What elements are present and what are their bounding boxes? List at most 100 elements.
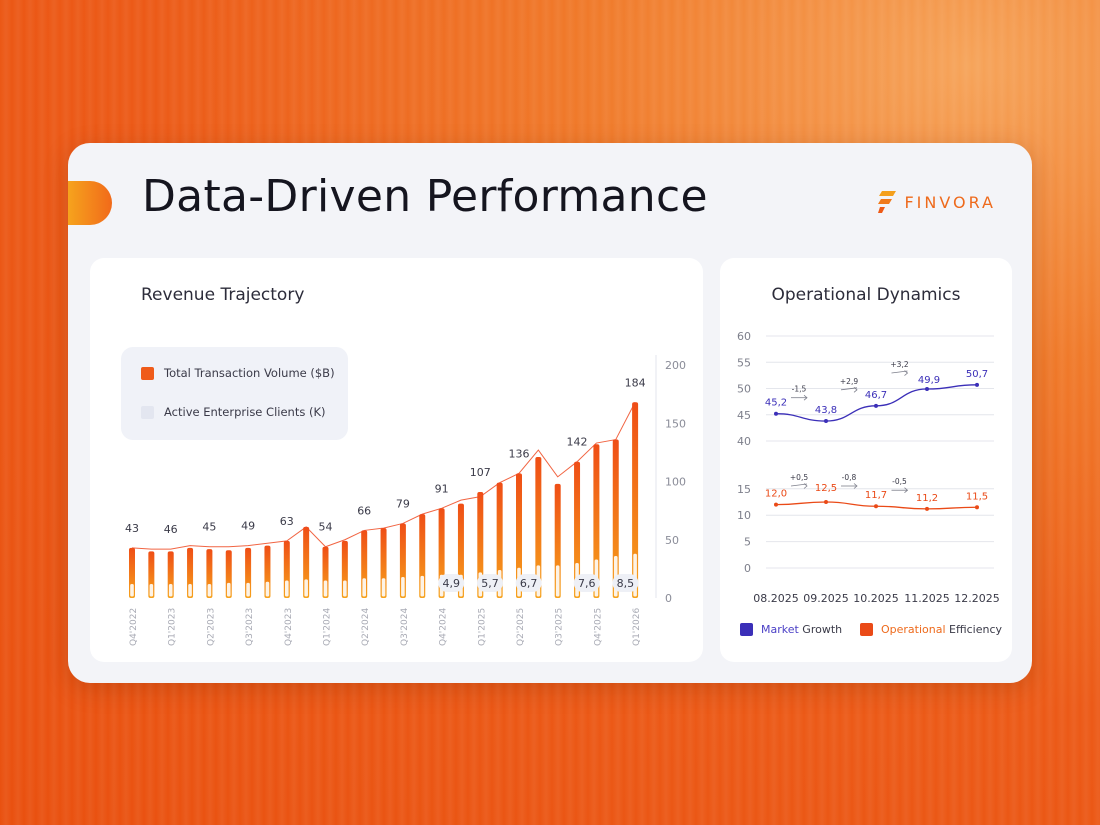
dashboard-card: Data-Driven Performance FINVORA Revenue … <box>68 143 1032 683</box>
bar-clients <box>226 582 231 597</box>
data-label-volume: 91 <box>435 482 449 495</box>
op-y-tick: 60 <box>737 330 751 343</box>
op-y-tick: 0 <box>744 562 751 575</box>
market-point <box>774 411 778 416</box>
data-label-volume: 136 <box>509 447 530 460</box>
revenue-x-tick: Q2'2024 <box>361 608 371 646</box>
accent-tab <box>68 181 112 225</box>
market-value-label: 49,9 <box>918 375 940 386</box>
operational-point <box>874 504 878 509</box>
legend-operational-first: Operational <box>881 623 946 636</box>
market-value-label: 50,7 <box>966 369 988 380</box>
operational-value-label: 11,5 <box>966 491 988 502</box>
page-title: Data-Driven Performance <box>142 171 708 222</box>
legend-item-operational: Operational Efficiency <box>860 623 1002 636</box>
bar-clients <box>304 579 308 597</box>
data-label-volume: 46 <box>164 523 178 536</box>
bar-clients <box>401 577 405 597</box>
op-y-tick: 55 <box>737 356 751 369</box>
op-x-tick: 10.2025 <box>853 592 899 605</box>
brand-name: FINVORA <box>904 192 996 212</box>
legend-label-clients: Active Enterprise Clients (K) <box>164 405 326 419</box>
market-delta-arrow <box>840 387 858 391</box>
operational-point <box>824 500 828 504</box>
data-label-clients: 5,7 <box>481 577 499 590</box>
revenue-trend-line <box>131 402 636 550</box>
operational-delta-arrowhead <box>803 483 808 489</box>
data-label-volume: 142 <box>567 436 588 449</box>
bar-clients <box>420 575 425 597</box>
op-x-tick: 12.2025 <box>954 592 1000 605</box>
op-x-tick: 09.2025 <box>803 592 849 605</box>
data-label-clients: 4,9 <box>443 577 461 590</box>
operational-panel: Operational Dynamics 40 45 50 55 60 0 5 10 15 45,… <box>720 258 1012 662</box>
bar-clients <box>265 581 270 597</box>
bar-volume <box>457 503 464 598</box>
data-label-volume: 184 <box>625 376 646 389</box>
bar-clients <box>188 584 192 597</box>
revenue-x-tick: Q3'2024 <box>400 608 410 646</box>
op-y-tick: 5 <box>744 536 751 549</box>
data-label-volume: 79 <box>396 497 410 510</box>
operational-delta-arrow <box>790 483 808 487</box>
data-label-clients: 7,6 <box>578 577 596 590</box>
operational-delta-label: +0,5 <box>790 473 808 482</box>
legend-swatch-operational <box>860 623 873 636</box>
data-label-volume: 43 <box>125 522 139 535</box>
revenue-y-tick: 200 <box>665 359 686 372</box>
legend-item-volume: Total Transaction Volume ($B) <box>141 366 335 380</box>
op-y-tick: 15 <box>737 483 751 496</box>
bar-clients <box>149 584 154 597</box>
revenue-x-tick: Q4'2022 <box>129 608 139 646</box>
revenue-y-tick: 100 <box>665 476 686 489</box>
bar-volume <box>593 444 600 598</box>
operational-delta-label: -0,8 <box>842 473 857 482</box>
operational-point <box>774 502 778 507</box>
data-label-volume: 49 <box>241 520 255 533</box>
revenue-chart-title: Revenue Trajectory <box>141 285 305 305</box>
data-label-volume: 66 <box>357 504 371 517</box>
market-delta-arrowhead <box>803 394 808 401</box>
operational-chart: 40 45 50 55 60 0 5 10 15 45,2 43,8 46,7 49,9 50,7 -1,5… <box>737 330 1000 605</box>
market-delta-label: +3,2 <box>890 360 908 369</box>
operational-value-label: 12,5 <box>815 483 837 494</box>
bar-clients <box>246 582 250 597</box>
operational-chart-title: Operational Dynamics <box>771 285 961 305</box>
op-y-tick: 50 <box>737 383 751 396</box>
operational-delta-arrowhead <box>853 483 858 489</box>
client-label-pill <box>573 574 600 592</box>
market-delta-arrow <box>891 370 908 374</box>
data-label-volume: 107 <box>470 466 491 479</box>
revenue-x-tick: Q2'2025 <box>516 608 526 646</box>
bar-clients <box>285 580 289 597</box>
bar-volume <box>535 457 542 598</box>
revenue-y-tick: 0 <box>665 592 672 605</box>
revenue-panel: Revenue Trajectory Total Transaction Vol… <box>90 258 703 662</box>
market-point <box>824 419 828 424</box>
legend-market-first: Market <box>761 623 799 636</box>
operational-delta-label: -0,5 <box>892 477 907 486</box>
legend-item-market: Market Growth <box>740 623 842 636</box>
data-label-volume: 63 <box>280 515 294 528</box>
operational-point <box>975 505 979 510</box>
market-point <box>925 387 929 392</box>
bar-clients <box>343 580 347 597</box>
bar-clients <box>381 578 386 597</box>
revenue-y-tick: 150 <box>665 417 686 430</box>
bar-volume <box>632 402 639 598</box>
finvora-logo-icon <box>878 191 897 213</box>
market-delta-arrowhead <box>853 387 858 393</box>
bar-volume <box>496 482 503 598</box>
bar-clients <box>207 584 212 597</box>
client-label-pill <box>515 574 542 592</box>
legend-label-operational: Operational Efficiency <box>881 623 1002 636</box>
legend-label-market: Market Growth <box>761 623 842 636</box>
op-y-tick: 45 <box>737 409 751 422</box>
legend-swatch-volume <box>141 366 154 380</box>
revenue-x-tick: Q3'2023 <box>245 608 255 646</box>
market-value-label: 43,8 <box>815 405 837 416</box>
client-label-pill <box>612 574 639 592</box>
legend-swatch-clients <box>141 405 154 419</box>
bar-clients <box>168 584 173 597</box>
operational-value-label: 11,7 <box>865 490 887 501</box>
